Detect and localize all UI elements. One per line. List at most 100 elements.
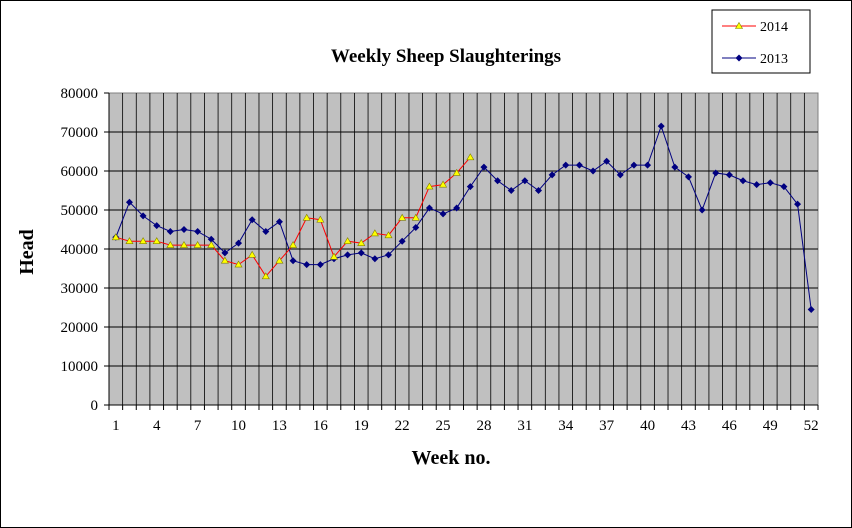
data-point-2014 (166, 241, 175, 248)
chart-title: Weekly Sheep Slaughterings (331, 46, 561, 67)
y-tick-label: 40000 (61, 242, 99, 258)
x-tick-label: 52 (804, 418, 819, 434)
data-point-2014 (152, 237, 161, 244)
x-tick-label: 46 (722, 418, 738, 434)
y-tick-label: 60000 (61, 164, 99, 180)
data-point-2014 (370, 229, 379, 237)
data-point-2014 (384, 231, 393, 239)
data-point-2013 (657, 122, 665, 130)
data-point-2013 (548, 171, 556, 179)
y-tick-label: 30000 (61, 281, 99, 297)
data-point-2014 (179, 241, 189, 248)
data-point-2013 (194, 227, 202, 235)
data-point-2013 (753, 181, 761, 189)
x-tick-label: 10 (231, 418, 246, 434)
data-point-2014 (289, 241, 298, 248)
y-tick-labels: 0 10000 20000 30000 40000 50000 60000 70000 8000… (61, 86, 99, 414)
data-point-2014 (234, 260, 243, 268)
x-axis-label: Week no. (412, 447, 491, 469)
data-point-2013 (589, 167, 597, 175)
data-point-2014 (398, 213, 407, 221)
data-point-2014 (220, 256, 229, 264)
data-point-2014 (302, 213, 311, 221)
data-point-2013 (248, 216, 256, 224)
data-point-2014 (261, 272, 270, 280)
data-point-2014 (411, 213, 420, 221)
y-tick-label: 20000 (61, 320, 99, 336)
data-point-2013 (494, 177, 502, 185)
x-tick-label: 49 (763, 418, 778, 434)
data-point-2014 (193, 241, 202, 248)
series-2013 (112, 122, 815, 313)
data-point-2014 (425, 182, 434, 190)
legend-marker-2014 (734, 21, 744, 29)
data-point-2014 (316, 215, 325, 223)
data-point-2013 (275, 218, 283, 226)
data-point-2014 (357, 239, 366, 246)
data-point-2013 (671, 163, 679, 171)
data-point-2013 (412, 224, 420, 232)
data-point-2013 (439, 210, 447, 218)
data-point-2014 (139, 237, 148, 244)
data-point-2013 (644, 161, 652, 169)
data-point-2014 (343, 237, 352, 244)
data-point-2013 (507, 187, 515, 194)
x-tick-label: 34 (558, 418, 574, 434)
series-layer (111, 122, 815, 313)
y-tick-label: 80000 (61, 86, 99, 102)
data-point-2013 (385, 251, 393, 259)
legend-label-2014: 2014 (760, 20, 788, 35)
data-point-2014 (111, 233, 120, 241)
y-axis-label: Head (16, 229, 38, 275)
data-point-2013 (316, 261, 324, 269)
data-point-2013 (780, 183, 788, 191)
x-tick-label: 40 (640, 418, 655, 434)
data-point-2013 (425, 204, 433, 212)
data-point-2014 (275, 256, 284, 264)
data-point-2014 (125, 237, 134, 244)
data-point-2013 (466, 183, 474, 191)
data-point-2013 (630, 161, 638, 169)
data-point-2013 (235, 239, 243, 247)
data-point-2014 (248, 250, 257, 258)
x-tick-label: 7 (194, 418, 202, 434)
data-point-2013 (207, 235, 215, 243)
series-line-2013 (115, 124, 812, 310)
data-point-2013 (575, 161, 583, 169)
data-point-2013 (807, 305, 815, 313)
x-tick-labels: 1 4 7 10 13 16 19 22 25 28 31 34 37 40 43 46 49 52 (112, 418, 819, 434)
x-tick-label: 16 (313, 418, 329, 434)
data-point-2014 (207, 241, 216, 248)
legend-box (711, 9, 811, 74)
data-point-2014 (466, 153, 475, 161)
data-point-2013 (698, 206, 706, 214)
legend-label-2013: 2013 (760, 52, 788, 67)
x-tick-label: 28 (476, 418, 491, 434)
x-tick-label: 43 (681, 418, 696, 434)
data-point-2013 (766, 179, 774, 187)
legend: 2014 2013 (711, 9, 811, 74)
x-tick-label: 19 (354, 418, 369, 434)
data-point-2013 (153, 222, 161, 230)
data-point-2013 (180, 226, 188, 233)
x-tick-label: 13 (272, 418, 287, 434)
data-point-2013 (221, 249, 229, 257)
data-point-2013 (794, 200, 802, 208)
data-point-2013 (616, 171, 624, 179)
data-point-2013 (357, 249, 365, 257)
data-point-2013 (521, 177, 529, 185)
data-point-2013 (684, 173, 692, 181)
data-point-2013 (534, 187, 542, 194)
data-point-2013 (739, 177, 747, 185)
x-tick-label: 22 (395, 418, 410, 434)
data-point-2013 (371, 255, 379, 263)
data-point-2013 (562, 161, 570, 169)
series-2014 (111, 153, 475, 280)
y-tick-label: 10000 (61, 359, 99, 375)
data-point-2013 (344, 251, 352, 259)
data-point-2013 (125, 198, 133, 206)
data-point-2013 (139, 212, 147, 220)
data-point-2013 (712, 169, 720, 177)
data-point-2013 (725, 171, 733, 179)
x-tick-label: 37 (599, 418, 615, 434)
